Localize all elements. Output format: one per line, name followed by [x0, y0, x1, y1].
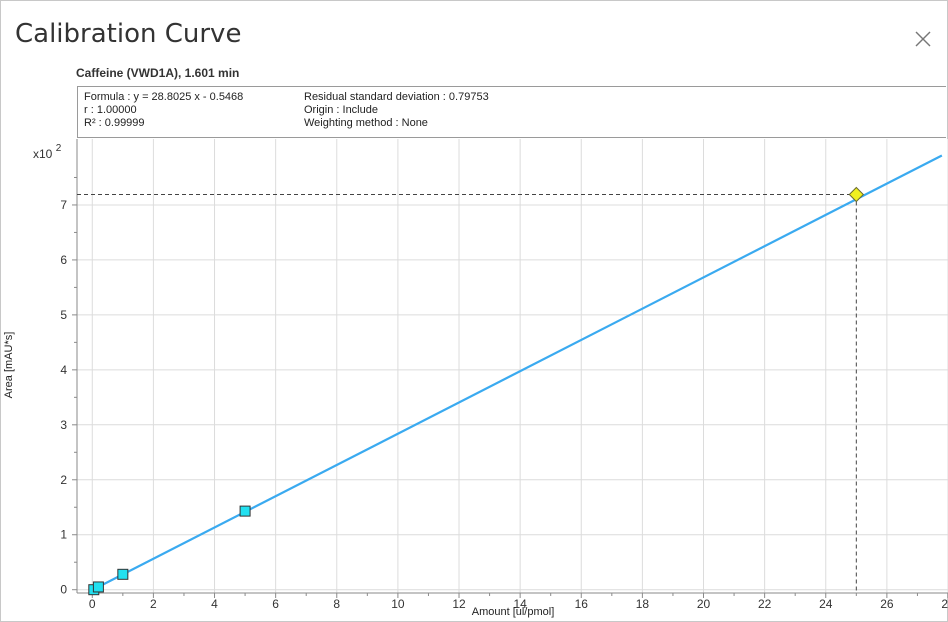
r-text: r : 1.00000 — [84, 104, 137, 116]
x-tick-label: 16 — [575, 597, 589, 611]
y-axis-multiplier: x10 2 — [33, 143, 62, 161]
x-tick-label: 26 — [880, 597, 894, 611]
y-tick-label: 4 — [60, 363, 67, 377]
close-icon — [915, 31, 931, 47]
y-multiplier-base: x10 — [33, 147, 53, 161]
y-tick-label: 7 — [60, 198, 67, 212]
x-tick-label: 28 — [941, 597, 948, 611]
dialog-title: Calibration Curve — [15, 19, 242, 49]
plot-background — [77, 139, 948, 593]
formula-text: Formula : y = 28.8025 x - 0.5468 — [84, 91, 244, 103]
y-axis-label: Area [mAU*s] — [3, 331, 15, 399]
origin-text: Origin : Include — [304, 104, 378, 116]
y-tick-label: 5 — [60, 308, 67, 322]
x-tick-label: 22 — [758, 597, 772, 611]
calibration-point — [117, 568, 129, 580]
rsd-text: Residual standard deviation : 0.79753 — [304, 91, 489, 103]
x-tick-label: 2 — [150, 597, 157, 611]
x-tick-label: 14 — [513, 597, 527, 611]
sample-point — [848, 186, 865, 203]
y-tick-label: 6 — [60, 253, 67, 267]
x-axis-label: Amount [ul/pmol] — [471, 606, 555, 618]
close-button[interactable] — [909, 25, 937, 53]
r2-text: R² : 0.99999 — [84, 117, 145, 129]
y-tick-label: 0 — [60, 583, 67, 597]
x-tick-label: 18 — [636, 597, 650, 611]
x-tick-label: 10 — [391, 597, 405, 611]
y-tick-label: 1 — [60, 528, 67, 542]
x-tick-label: 6 — [272, 597, 279, 611]
x-tick-label: 24 — [819, 597, 833, 611]
compound-title: Caffeine (VWD1A), 1.601 min — [76, 66, 240, 80]
y-multiplier-exponent: 2 — [55, 143, 62, 154]
x-tick-label: 20 — [697, 597, 711, 611]
calibration-point — [92, 581, 104, 593]
x-tick-label: 12 — [452, 597, 466, 611]
x-tick-label: 8 — [333, 597, 340, 611]
weighting-text: Weighting method : None — [304, 117, 428, 129]
fit-info-box: Formula : y = 28.8025 x - 0.5468 r : 1.0… — [77, 86, 946, 138]
fit-line — [91, 154, 943, 591]
x-tick-label: 0 — [89, 597, 96, 611]
y-tick-label: 3 — [60, 418, 67, 432]
x-tick-label: 4 — [211, 597, 218, 611]
calibration-point — [239, 505, 251, 517]
y-tick-label: 2 — [60, 473, 67, 487]
